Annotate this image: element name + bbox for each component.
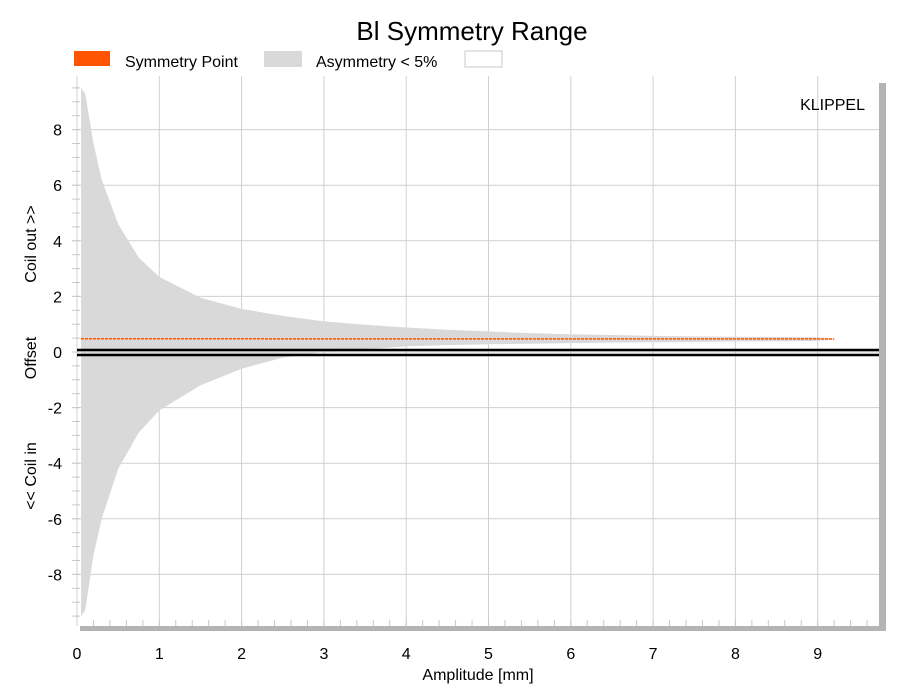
x-tick-label: 8 — [731, 646, 740, 663]
minor-ticks — [72, 87, 868, 626]
y-tick-label: 2 — [53, 289, 62, 306]
chart-title: Bl Symmetry Range — [356, 16, 587, 46]
x-tick-label: 7 — [649, 646, 658, 663]
x-tick-label: 2 — [237, 646, 246, 663]
x-tick-labels: 0 1 2 3 4 5 6 7 8 9 — [73, 646, 823, 663]
y-tick-label: -8 — [48, 567, 62, 584]
y-axis-label-offset: Offset — [23, 336, 40, 379]
legend-label-asymmetry: Asymmetry < 5% — [316, 54, 437, 71]
y-tick-label: -4 — [48, 456, 62, 473]
y-tick-label: 8 — [53, 123, 62, 140]
x-axis-label: Amplitude [mm] — [422, 667, 533, 684]
zero-line — [77, 348, 879, 357]
asymmetry-band — [81, 87, 835, 617]
x-tick-label: 1 — [155, 646, 164, 663]
y-tick-label: -6 — [48, 512, 62, 529]
legend-swatch-empty — [464, 50, 503, 68]
y-axis-label-coil-out: Coil out >> — [23, 205, 40, 282]
legend: Symmetry Point Asymmetry < 5% — [74, 50, 503, 71]
legend-swatch-asymmetry — [264, 51, 302, 67]
y-tick-labels: -8 -6 -4 -2 0 2 4 6 8 — [48, 123, 62, 585]
y-tick-label: 4 — [53, 234, 62, 251]
y-tick-label: 6 — [53, 178, 62, 195]
y-axis-label-coil-in: << Coil in — [23, 442, 40, 510]
y-tick-label: 0 — [53, 345, 62, 362]
x-tick-label: 0 — [73, 646, 82, 663]
y-tick-label: -2 — [48, 401, 62, 418]
x-tick-label: 3 — [319, 646, 328, 663]
x-tick-label: 9 — [813, 646, 822, 663]
legend-label-symmetry-point: Symmetry Point — [125, 54, 238, 71]
watermark: KLIPPEL — [800, 97, 865, 114]
x-tick-label: 6 — [566, 646, 575, 663]
legend-swatch-symmetry-point — [74, 51, 110, 66]
x-tick-label: 4 — [402, 646, 411, 663]
x-tick-label: 5 — [484, 646, 493, 663]
